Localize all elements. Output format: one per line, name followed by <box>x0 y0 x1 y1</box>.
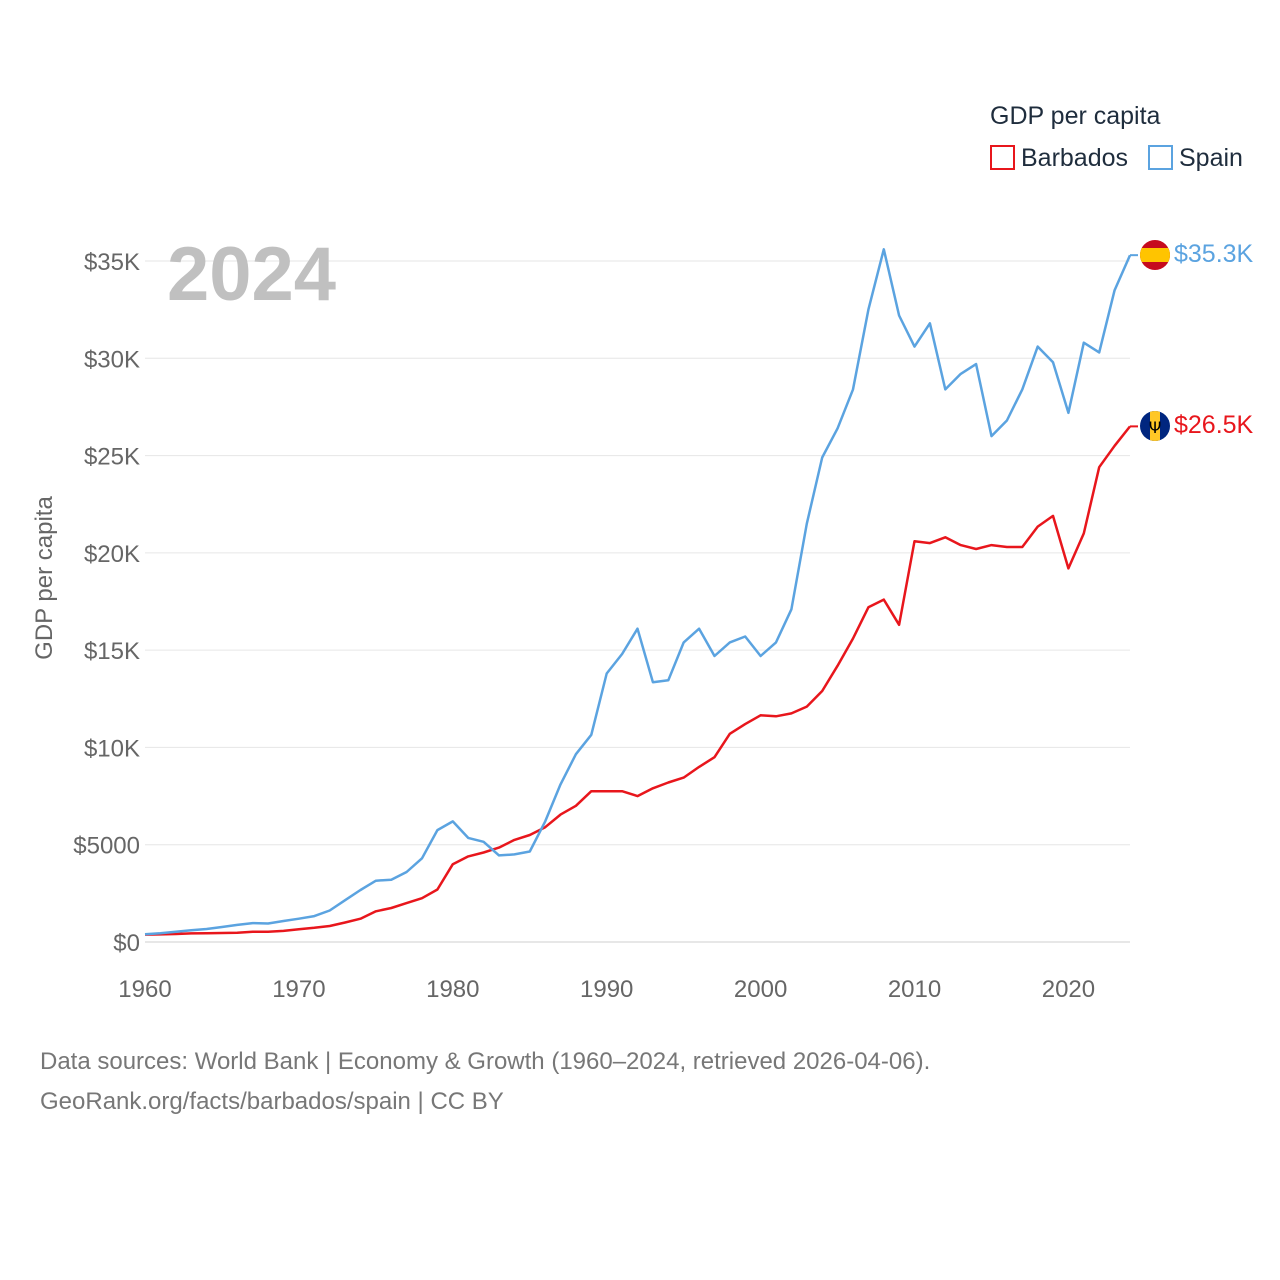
x-tick-label: 2000 <box>734 976 787 1003</box>
spain-end-marker: $35.3K <box>1130 240 1254 270</box>
barbados-flag-icon: Ψ <box>1140 411 1170 441</box>
footer: Data sources: World Bank | Economy & Gro… <box>40 1042 930 1122</box>
x-tick-label: 2020 <box>1042 976 1095 1003</box>
barbados-end-marker: Ψ $26.5K <box>1130 411 1254 441</box>
y-tick-label: $10K <box>84 735 140 762</box>
spain-end-value: $35.3K <box>1174 240 1254 268</box>
x-tick-label: 2010 <box>888 976 941 1003</box>
y-tick-label: $5000 <box>73 833 140 860</box>
legend-swatch-spain[interactable] <box>1148 145 1173 170</box>
y-tick-label: $20K <box>84 541 140 568</box>
x-tick-label: 1990 <box>580 976 633 1003</box>
barbados-end-value: $26.5K <box>1174 411 1254 439</box>
credit-link[interactable]: GeoRank.org/facts/barbados/spain | CC BY <box>40 1088 504 1115</box>
x-tick-label: 1960 <box>118 976 171 1003</box>
series-line-spain[interactable] <box>144 248 1132 936</box>
data-sources-text: Data sources: World Bank | Economy & Gro… <box>40 1048 931 1075</box>
y-axis-label: GDP per capita <box>31 496 58 660</box>
y-tick-label: $25K <box>84 444 140 471</box>
y-axis-ticks: $0 $5000 $10K $15K $20K $25K $30K $35K <box>73 249 140 957</box>
legend-label-barbados[interactable]: Barbados <box>1021 144 1128 172</box>
x-axis-ticks: 1960 1970 1980 1990 2000 2010 2020 <box>118 976 1095 1003</box>
series-line-barbados[interactable] <box>144 425 1131 936</box>
y-tick-label: $15K <box>84 638 140 665</box>
legend-label-spain[interactable]: Spain <box>1179 144 1243 172</box>
x-tick-label: 1980 <box>426 976 479 1003</box>
gridlines <box>145 260 1130 943</box>
legend-swatch-barbados[interactable] <box>990 145 1015 170</box>
spain-flag-icon <box>1140 240 1170 270</box>
svg-text:Ψ: Ψ <box>1149 418 1162 437</box>
y-tick-label: $0 <box>113 930 140 957</box>
legend: GDP per capita Barbados Spain <box>990 102 1243 172</box>
y-tick-label: $30K <box>84 346 140 373</box>
series-lines <box>144 248 1132 936</box>
year-label: 2024 <box>167 232 336 317</box>
y-tick-label: $35K <box>84 249 140 276</box>
x-tick-label: 1970 <box>272 976 325 1003</box>
legend-title: GDP per capita <box>990 102 1161 130</box>
